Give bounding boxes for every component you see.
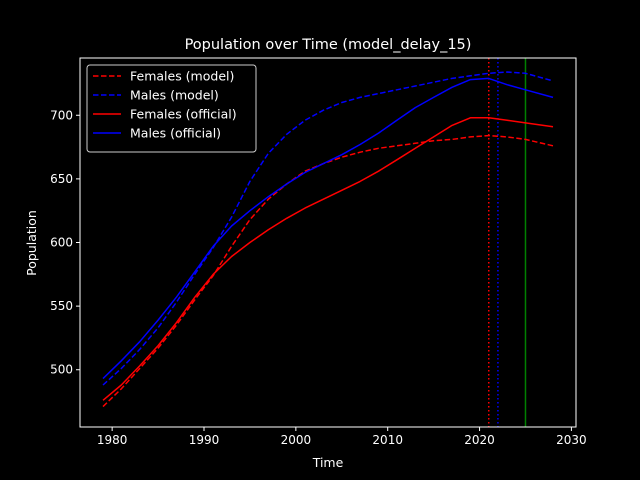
x-tick-label: 1980 [97,433,128,447]
x-tick-label: 2010 [372,433,403,447]
series-line-4 [102,77,554,380]
y-tick-label: 550 [50,299,73,313]
axes: 1980 1990 2000 2010 2020 2030 500 550 600 650 700 [50,108,587,447]
x-tick-label: 2000 [281,433,312,447]
legend: Females (model) Males (model) Females (off… [86,64,257,153]
legend-label-2: Males (model) [130,88,219,103]
series-line-3 [102,117,554,401]
series-line-2 [102,71,554,386]
y-axis-label: Population [24,210,39,276]
x-tick-label: 2020 [464,433,495,447]
legend-label-4: Males (official) [130,126,221,141]
x-axis-label: Time [312,455,344,470]
plot-area [102,58,554,427]
x-tick-label: 2030 [556,433,587,447]
series-line-1 [102,134,554,408]
y-tick-label: 650 [50,172,73,186]
x-tick-label: 1990 [189,433,220,447]
legend-label-3: Females (official) [130,107,237,122]
y-tick-label: 600 [50,236,73,250]
legend-label-1: Females (model) [130,69,234,84]
chart-title: Population over Time (model_delay_15) [185,37,472,53]
y-tick-label: 700 [50,108,73,122]
y-tick-label: 500 [50,363,73,377]
legend-box [86,64,257,153]
